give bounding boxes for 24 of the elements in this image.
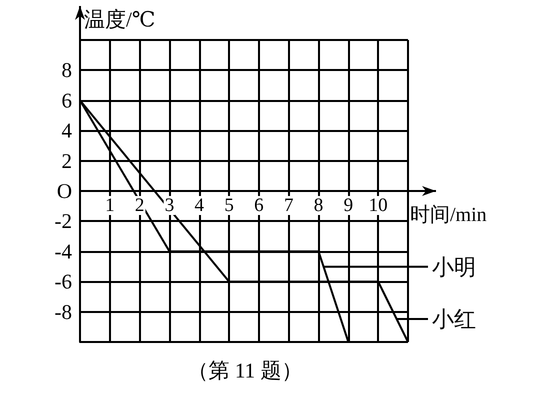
x-tick-label: 3 [164, 195, 174, 216]
legend-label: 小明 [432, 254, 476, 280]
x-tick-label: 10 [368, 195, 388, 216]
y-tick-label: 2 [62, 148, 72, 173]
x-tick-label: 9 [344, 195, 354, 216]
y-tick-label: -2 [54, 209, 72, 234]
x-tick-label: 2 [134, 195, 144, 216]
y-tick-label: 4 [62, 118, 72, 143]
x-tick-label: 1 [105, 195, 115, 216]
x-tick-label: 4 [194, 195, 205, 216]
y-tick-label: -8 [54, 300, 72, 324]
x-axis-title: 时间/min [410, 204, 487, 226]
x-tick-label: 5 [224, 195, 234, 216]
y-axis-title: 温度/℃ [84, 8, 156, 32]
x-tick-label: 8 [314, 195, 324, 216]
y-tick-label: -4 [54, 239, 72, 264]
y-tick-label: O [56, 179, 72, 203]
y-tick-label: -6 [54, 270, 72, 294]
y-tick-label: 6 [62, 88, 72, 112]
x-tick-label: 7 [284, 195, 294, 216]
x-tick-label: 6 [254, 195, 264, 216]
legend-label: 小红 [432, 306, 476, 332]
y-tick-label: 8 [62, 58, 72, 82]
text: （第 11 题） [188, 358, 302, 382]
